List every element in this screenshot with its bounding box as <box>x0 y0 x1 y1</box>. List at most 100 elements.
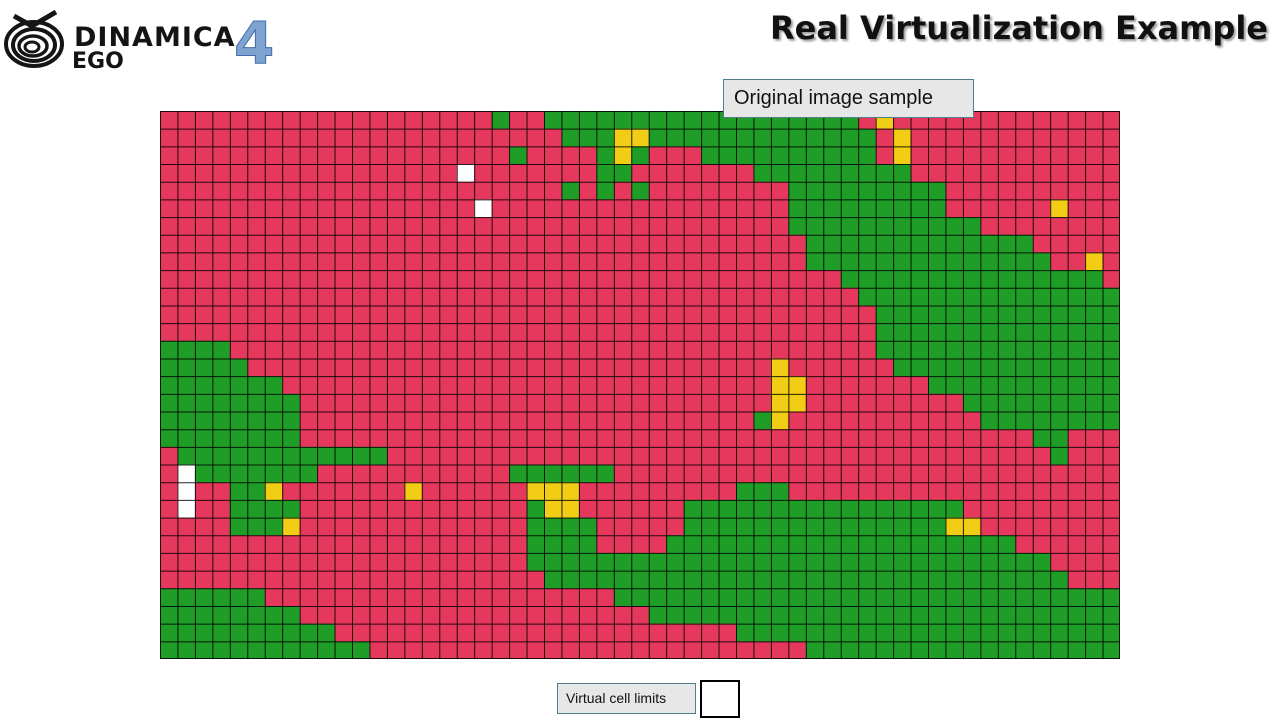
raster-cell <box>317 234 336 253</box>
raster-cell <box>683 552 702 572</box>
raster-cell <box>561 641 580 659</box>
raster-cell <box>212 429 231 448</box>
raster-cell <box>962 252 981 271</box>
raster-cell <box>369 535 388 554</box>
raster-cell <box>823 499 842 519</box>
raster-cell <box>509 270 528 289</box>
raster-cell <box>893 570 912 589</box>
raster-cell <box>1015 411 1034 430</box>
raster-cell <box>666 199 685 218</box>
raster-cell <box>404 287 423 306</box>
raster-cell <box>474 588 493 607</box>
raster-cell <box>893 199 912 218</box>
raster-cell <box>386 552 405 572</box>
raster-cell <box>770 393 789 413</box>
raster-cell <box>1050 552 1069 572</box>
raster-cell <box>177 128 196 147</box>
raster-cell <box>404 570 423 589</box>
raster-cell <box>928 128 946 147</box>
raster-cell <box>160 623 178 642</box>
raster-cell <box>160 446 178 466</box>
raster-cell <box>1067 323 1086 342</box>
raster-cell <box>491 464 510 483</box>
raster-cell <box>177 535 196 554</box>
raster-cell <box>613 323 632 342</box>
raster-cell <box>334 252 353 271</box>
raster-cell <box>474 623 493 642</box>
raster-cell <box>509 164 528 183</box>
raster-cell <box>352 535 370 554</box>
raster-cell <box>910 358 929 377</box>
raster-cell <box>456 234 475 253</box>
raster-cell <box>875 623 894 642</box>
raster-cell <box>613 429 632 448</box>
raster-cell <box>1067 482 1086 501</box>
raster-cell <box>456 429 475 448</box>
raster-cell <box>160 358 178 377</box>
raster-cell <box>875 358 894 377</box>
raster-cell <box>456 588 475 607</box>
raster-cell <box>1102 482 1120 501</box>
raster-cell <box>840 623 859 642</box>
raster-cell <box>317 517 336 536</box>
raster-cell <box>858 429 877 448</box>
raster-cell <box>928 605 946 625</box>
raster-cell <box>1085 605 1104 625</box>
raster-cell <box>212 270 231 289</box>
raster-cell <box>1102 570 1120 589</box>
raster-cell <box>718 535 737 554</box>
raster-cell <box>352 376 370 395</box>
raster-cell <box>421 517 440 536</box>
raster-cell <box>299 429 318 448</box>
raster-cell <box>229 535 248 554</box>
raster-cell <box>474 111 493 130</box>
raster-cell <box>980 499 999 519</box>
raster-cell <box>1085 464 1104 483</box>
raster-cell <box>997 482 1016 501</box>
raster-cell <box>1067 305 1086 324</box>
raster-cell <box>701 199 720 218</box>
raster-cell <box>718 517 737 536</box>
raster-cell <box>1032 570 1051 589</box>
raster-cell <box>893 429 912 448</box>
raster-cell <box>613 588 632 607</box>
raster-cell <box>369 146 388 165</box>
raster-cell <box>683 323 702 342</box>
raster-cell <box>840 323 859 342</box>
raster-cell <box>910 128 929 147</box>
raster-cell <box>212 340 231 359</box>
raster-cell <box>788 429 807 448</box>
raster-cell <box>491 535 510 554</box>
raster-cell <box>317 340 336 359</box>
raster-cell <box>229 446 248 466</box>
raster-cell <box>334 499 353 519</box>
raster-cell <box>544 588 562 607</box>
raster-cell <box>1085 199 1104 218</box>
raster-cell <box>596 287 615 306</box>
raster-cell <box>1032 482 1051 501</box>
raster-cell <box>247 552 266 572</box>
raster-cell <box>631 217 650 236</box>
raster-cell <box>1050 641 1069 659</box>
raster-cell <box>561 535 580 554</box>
raster-cell <box>648 535 667 554</box>
raster-cell <box>160 234 178 253</box>
raster-cell <box>561 323 580 342</box>
raster-cell <box>386 217 405 236</box>
raster-cell <box>369 199 388 218</box>
raster-cell <box>282 146 301 165</box>
raster-cell <box>945 340 964 359</box>
raster-cell <box>509 446 528 466</box>
raster-cell <box>578 252 597 271</box>
raster-cell <box>229 552 248 572</box>
raster-cell <box>666 217 685 236</box>
raster-cell <box>229 323 248 342</box>
raster-cell <box>421 552 440 572</box>
raster-cell <box>282 199 301 218</box>
raster-cell <box>352 340 370 359</box>
raster-cell <box>980 323 999 342</box>
raster-cell <box>770 199 789 218</box>
raster-cell <box>1050 358 1069 377</box>
raster-cell <box>701 411 720 430</box>
raster-cell <box>526 517 545 536</box>
